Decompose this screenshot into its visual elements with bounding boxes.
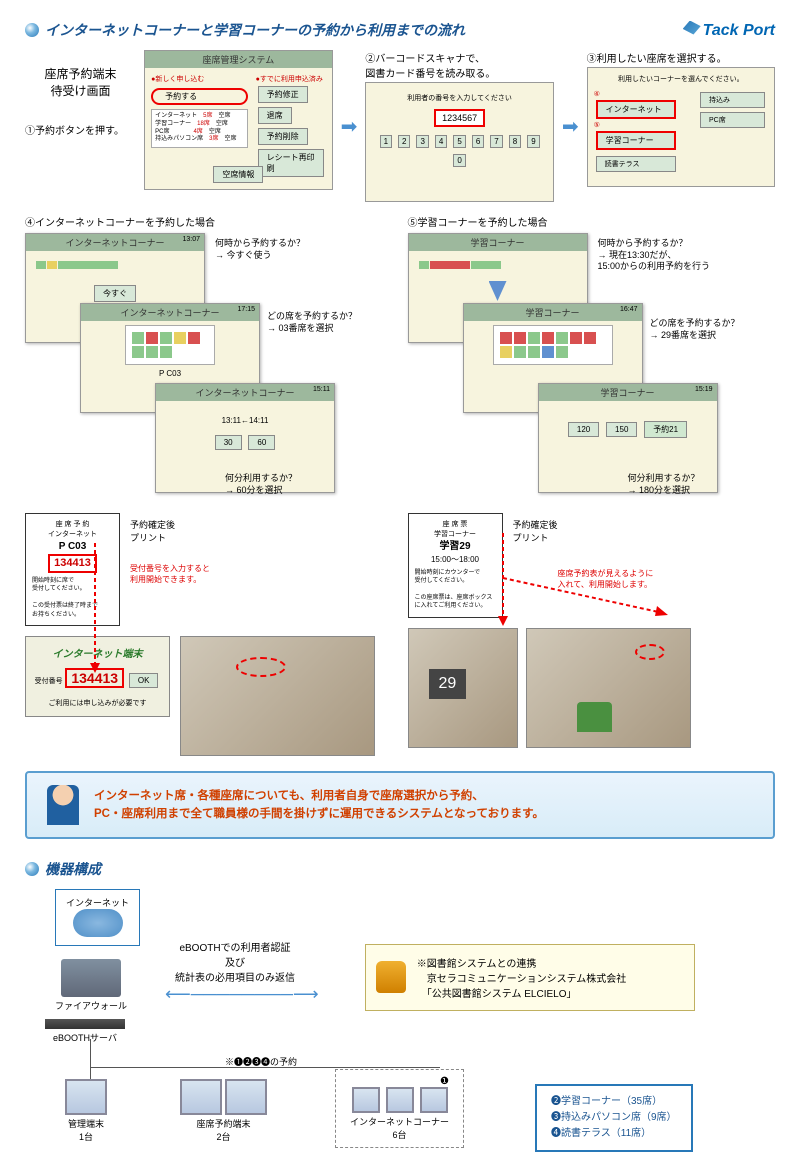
annot-when-5: 何時から予約するか？→ 現在13:30だが、 15:00からの利用予約を行う bbox=[598, 238, 711, 273]
seat-label: P C03 bbox=[81, 369, 259, 378]
flow-middle: ④インターネットコーナーを予約した場合 インターネットコーナー 13:07 今す… bbox=[25, 214, 775, 756]
bullet-icon bbox=[25, 23, 39, 37]
step1-caption: ①予約ボタンを押す。 bbox=[25, 122, 136, 137]
monitor-icon bbox=[386, 1087, 414, 1113]
firewall-box: ファイアウォール bbox=[55, 959, 127, 1012]
seat-list-box: ❷学習コーナー（35席） ❸持込みパソコン席（9席） ❹読書テラス（11席） bbox=[535, 1084, 693, 1152]
dur-button[interactable]: 150 bbox=[606, 422, 637, 437]
monitor-icon bbox=[352, 1087, 380, 1113]
annot-seat-5: どの席を予約するか？→ 29番席を選択 bbox=[650, 318, 740, 341]
server-icon bbox=[45, 1019, 125, 1029]
back-button[interactable]: 退席 bbox=[258, 107, 292, 124]
ticket-internet: 座 席 予 約 インターネット P C03 134413 開始時刻に席で受付して… bbox=[25, 513, 120, 626]
summary-box: インターネット席・各種座席についても、利用者自身で座席選択から予約、 PC・座席… bbox=[25, 771, 775, 839]
server-box: eBOOTHサーバ bbox=[45, 1019, 125, 1044]
screen-management: 座席管理システム ●新しく申し込む 予約する インターネット 5席 空席 学習コ… bbox=[144, 50, 333, 190]
database-icon bbox=[376, 961, 406, 993]
seat-map[interactable] bbox=[125, 325, 215, 365]
chair-icon bbox=[577, 702, 612, 732]
main-title: インターネットコーナーと学習コーナーの予約から利用までの流れ bbox=[45, 20, 465, 40]
opt-button[interactable]: PC席 bbox=[700, 112, 765, 128]
terminal-label: 座席予約端末 待受け画面 bbox=[25, 50, 136, 114]
ok-button[interactable]: OK bbox=[129, 673, 159, 688]
arrow-icon: ➡ bbox=[562, 114, 579, 139]
auth-label: eBOOTHでの利用者認証 及び 統計表の必用項目のみ返信 bbox=[175, 939, 295, 984]
dur-button[interactable]: 30 bbox=[215, 435, 242, 450]
firewall-icon bbox=[61, 959, 121, 997]
screen-select-corner: 利用したいコーナーを選んでください。 ④ インターネット ⑤ 学習コーナー 読書… bbox=[587, 67, 775, 187]
annot-dur-5: 何分利用するか？→ 180分を選択 bbox=[628, 473, 700, 496]
photo-pc-room bbox=[180, 636, 375, 756]
keypad[interactable]: 1234567890 bbox=[376, 133, 542, 169]
dur-button[interactable]: 予約21 bbox=[644, 421, 687, 438]
admin-terminal: 管理端末 1台 bbox=[65, 1079, 107, 1143]
modify-button[interactable]: 予約修正 bbox=[258, 86, 308, 103]
annot-seat: どの席を予約するか？→ 03番席を選択 bbox=[267, 311, 357, 334]
annot-when: 何時から予約するか？→ 今すぐ使う bbox=[215, 238, 305, 261]
arrow-icon: ➡ bbox=[341, 114, 358, 139]
header: インターネットコーナーと学習コーナーの予約から利用までの流れ Tack Port bbox=[25, 20, 775, 40]
person-icon bbox=[47, 785, 79, 825]
screen-title: 座席管理システム bbox=[145, 51, 332, 68]
cloud-icon bbox=[73, 909, 123, 937]
now-button[interactable]: 今すぐ bbox=[94, 285, 136, 302]
monitor-icon bbox=[180, 1079, 222, 1115]
internet-corner-button[interactable]: インターネット bbox=[596, 100, 676, 119]
seat-status-table: インターネット 5席 空席 学習コーナー 18席 空席 PC席 4席 空席 持込… bbox=[151, 109, 248, 148]
marker-icon bbox=[489, 281, 507, 301]
cancel-button[interactable]: 予約削除 bbox=[258, 128, 308, 145]
label-already: ●すでに利用申込済み bbox=[256, 74, 326, 84]
seat-terminals: 座席予約端末 2台 bbox=[180, 1079, 267, 1143]
corner-prompt: 利用したいコーナーを選んでください。 bbox=[594, 74, 768, 84]
step4-title: ④インターネットコーナーを予約した場合 bbox=[25, 214, 393, 229]
dur-button[interactable]: 60 bbox=[248, 435, 275, 450]
seat-number-tag: 29 bbox=[429, 669, 467, 699]
study-corner-button[interactable]: 学習コーナー bbox=[596, 131, 676, 150]
net-corner-terminals: ❶ インターネットコーナー 6台 bbox=[335, 1069, 464, 1148]
reprint-button[interactable]: レシート再印刷 bbox=[258, 149, 324, 177]
label-new: ●新しく申し込む bbox=[151, 74, 248, 84]
logo: Tack Port bbox=[683, 21, 775, 40]
section2-header: 機器構成 bbox=[25, 859, 775, 879]
flow-top: 座席予約端末 待受け画面 ①予約ボタンを押す。 座席管理システム ●新しく申し込… bbox=[25, 50, 775, 202]
arrow-down-icon bbox=[85, 543, 105, 673]
step5-title: ⑤学習コーナーを予約した場合 bbox=[408, 214, 776, 229]
highlight-oval bbox=[635, 644, 665, 660]
receipt-note: 受付番号を入力すると 利用開始できます。 bbox=[130, 563, 210, 585]
photo-desk bbox=[526, 628, 691, 748]
step2-caption: ②バーコードスキャナで、 図書カード番号を読み取る。 bbox=[365, 50, 553, 80]
monitor-icon bbox=[65, 1079, 107, 1115]
internet-box: インターネット bbox=[55, 889, 140, 946]
arrow-branch-icon bbox=[493, 528, 673, 628]
summary-text: インターネット席・各種座席についても、利用者自身で座席選択から予約、 PC・座席… bbox=[94, 787, 544, 824]
opt-button[interactable]: 持込み bbox=[700, 92, 765, 108]
dur-button[interactable]: 120 bbox=[568, 422, 599, 437]
photo-seat-tag: 29 bbox=[408, 628, 518, 748]
monitor-icon bbox=[420, 1087, 448, 1113]
class-button[interactable]: 読書テラス bbox=[596, 156, 676, 172]
logo-icon bbox=[683, 21, 701, 35]
highlight-oval bbox=[236, 657, 286, 677]
monitor-icon bbox=[225, 1079, 267, 1115]
reserve-button[interactable]: 予約する bbox=[151, 88, 248, 105]
step3-caption: ③利用したい座席を選択する。 bbox=[587, 50, 775, 65]
bullet-icon bbox=[25, 862, 39, 876]
system-diagram: インターネット ファイアウォール eBOOTHサーバ eBOOTHでの利用者認証… bbox=[25, 889, 775, 1149]
barcode-value: 1234567 bbox=[434, 109, 485, 127]
ticket-study: 座 席 票 学習コーナー 学習29 15:00～18:00 開始時刻にカウンター… bbox=[408, 513, 503, 618]
screen-barcode: 利用者の番号を入力してください 1234567 1234567890 bbox=[365, 82, 553, 202]
annot-dur: 何分利用するか？→ 60分を選択 bbox=[225, 473, 297, 496]
barcode-prompt: 利用者の番号を入力してください bbox=[376, 93, 542, 103]
library-link-box: ※図書館システムとの連携 京セラコミュニケーションシステム株式会社 「公共図書館… bbox=[365, 944, 695, 1011]
seat-map-5[interactable] bbox=[493, 325, 613, 365]
vacancy-button[interactable]: 空席情報 bbox=[213, 166, 263, 183]
arrow-bi-icon: ⟵────────⟶ bbox=[165, 984, 319, 1005]
